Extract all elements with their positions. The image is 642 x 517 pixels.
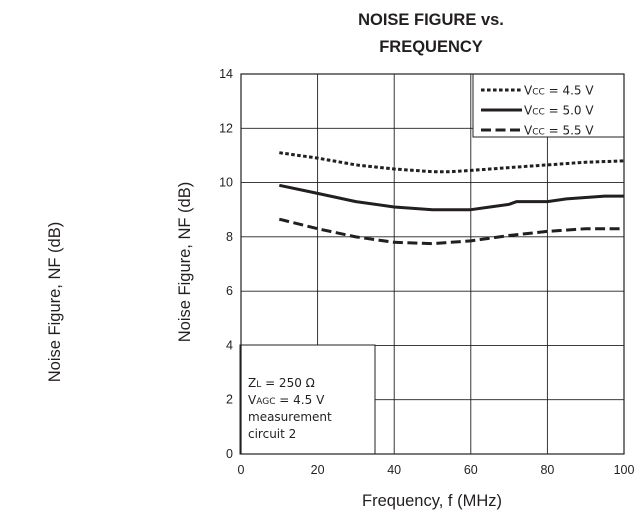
y-tick-label: 2 (226, 393, 233, 407)
y-tick-label: 6 (226, 284, 233, 298)
y-tick-label: 14 (219, 67, 233, 81)
y-tick-label: 0 (226, 447, 233, 461)
annotation-line-3: measurement (248, 410, 332, 424)
y-axis-label: Noise Figure, NF (dB) (176, 182, 194, 342)
annotation-vagc: VAGC = 4.5 V (248, 393, 325, 407)
annotation-line-4: circuit 2 (248, 427, 296, 441)
conditions-annotation: ZL = 250 Ω VAGC = 4.5 V measurement circ… (239, 344, 376, 455)
x-tick-label: 100 (614, 463, 635, 477)
y-tick-label: 8 (226, 230, 233, 244)
y-tick-label: 10 (219, 176, 233, 190)
legend: VCC = 4.5 V VCC = 5.0 V VCC = 5.5 V (472, 73, 625, 138)
x-tick-label: 20 (311, 463, 325, 477)
x-axis-label: Frequency, f (MHz) (362, 492, 502, 510)
series-line-dotted (279, 151, 625, 174)
legend-label-solid: VCC = 5.0 V (524, 104, 594, 118)
conditions-box (239, 344, 376, 455)
series-lines (278, 151, 625, 246)
chart-title-line-2: FREQUENCY (379, 38, 483, 56)
chart-title-line-1: NOISE FIGURE vs. (358, 11, 504, 29)
series-line-dashed (278, 217, 624, 246)
annotation-zl: ZL = 250 Ω (248, 376, 315, 390)
y-tick-label: 4 (226, 338, 233, 352)
x-tick-label: 40 (387, 463, 401, 477)
y-tick-label: 12 (219, 121, 233, 135)
x-tick-label: 0 (238, 463, 245, 477)
x-tick-label: 60 (464, 463, 478, 477)
x-tick-label: 80 (540, 463, 554, 477)
tick-labels: 0 20 40 60 80 100 0 2 4 6 8 10 12 14 (219, 67, 634, 477)
plot-frame (240, 73, 625, 455)
legend-label-dotted: VCC = 4.5 V (524, 84, 594, 98)
series-line-solid (278, 183, 624, 212)
outside-y-axis-label: Noise Figure, NF (dB) (46, 222, 64, 382)
legend-label-dashed: VCC = 5.5 V (524, 124, 594, 138)
